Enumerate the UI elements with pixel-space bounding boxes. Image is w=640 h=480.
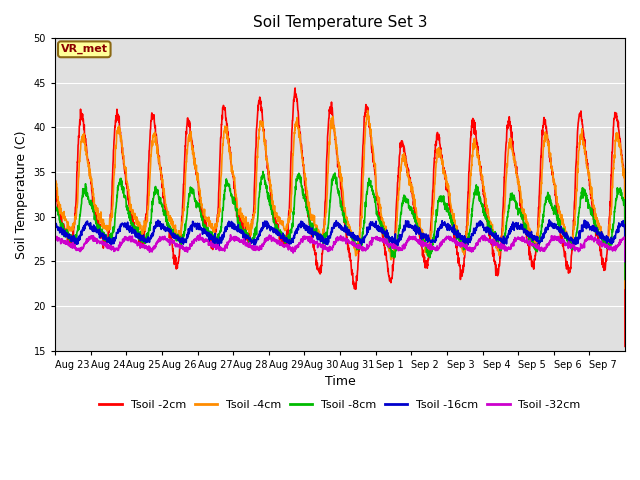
Tsoil -8cm: [51, 204, 59, 210]
Line: Tsoil -32cm: Tsoil -32cm: [55, 234, 625, 262]
Tsoil -32cm: [108, 245, 116, 251]
Y-axis label: Soil Temperature (C): Soil Temperature (C): [15, 130, 28, 259]
Tsoil -8cm: [544, 193, 552, 199]
Tsoil -2cm: [231, 191, 239, 197]
Legend: Tsoil -2cm, Tsoil -4cm, Tsoil -8cm, Tsoil -16cm, Tsoil -32cm: Tsoil -2cm, Tsoil -4cm, Tsoil -8cm, Tsoi…: [95, 395, 585, 414]
Tsoil -4cm: [231, 183, 239, 189]
Tsoil -16cm: [512, 221, 520, 227]
Tsoil -4cm: [512, 164, 520, 170]
Tsoil -4cm: [544, 138, 552, 144]
Line: Tsoil -16cm: Tsoil -16cm: [55, 220, 625, 262]
Tsoil -32cm: [232, 237, 239, 242]
Tsoil -16cm: [544, 227, 552, 233]
Tsoil -16cm: [51, 220, 59, 226]
Tsoil -16cm: [108, 239, 116, 244]
Tsoil -4cm: [51, 174, 59, 180]
Tsoil -8cm: [231, 199, 239, 204]
Tsoil -32cm: [613, 244, 621, 250]
Tsoil -8cm: [621, 276, 629, 282]
Tsoil -16cm: [613, 227, 621, 232]
Tsoil -32cm: [51, 234, 59, 240]
Line: Tsoil -4cm: Tsoil -4cm: [55, 110, 625, 288]
Tsoil -8cm: [613, 194, 621, 200]
Tsoil -8cm: [108, 231, 116, 237]
Tsoil -4cm: [621, 286, 629, 291]
Text: VR_met: VR_met: [61, 44, 108, 54]
Line: Tsoil -8cm: Tsoil -8cm: [55, 171, 625, 279]
X-axis label: Time: Time: [324, 375, 355, 388]
Title: Soil Temperature Set 3: Soil Temperature Set 3: [253, 15, 428, 30]
Tsoil -32cm: [544, 241, 552, 247]
Tsoil -4cm: [613, 132, 621, 138]
Tsoil -16cm: [545, 217, 553, 223]
Tsoil -4cm: [108, 208, 116, 214]
Tsoil -32cm: [196, 231, 204, 237]
Tsoil -2cm: [613, 118, 621, 124]
Tsoil -2cm: [108, 192, 116, 197]
Tsoil -8cm: [374, 217, 382, 223]
Tsoil -32cm: [621, 259, 629, 264]
Tsoil -2cm: [291, 85, 299, 91]
Tsoil -8cm: [512, 203, 520, 209]
Tsoil -2cm: [374, 208, 382, 214]
Tsoil -2cm: [621, 344, 629, 349]
Tsoil -16cm: [374, 222, 382, 228]
Tsoil -8cm: [259, 168, 267, 174]
Tsoil -4cm: [364, 108, 371, 113]
Tsoil -32cm: [374, 237, 382, 243]
Tsoil -16cm: [621, 259, 629, 264]
Tsoil -2cm: [544, 140, 552, 146]
Tsoil -2cm: [512, 164, 520, 169]
Tsoil -16cm: [231, 225, 239, 230]
Tsoil -2cm: [51, 180, 59, 186]
Line: Tsoil -2cm: Tsoil -2cm: [55, 88, 625, 347]
Tsoil -4cm: [374, 198, 382, 204]
Tsoil -32cm: [512, 239, 520, 244]
